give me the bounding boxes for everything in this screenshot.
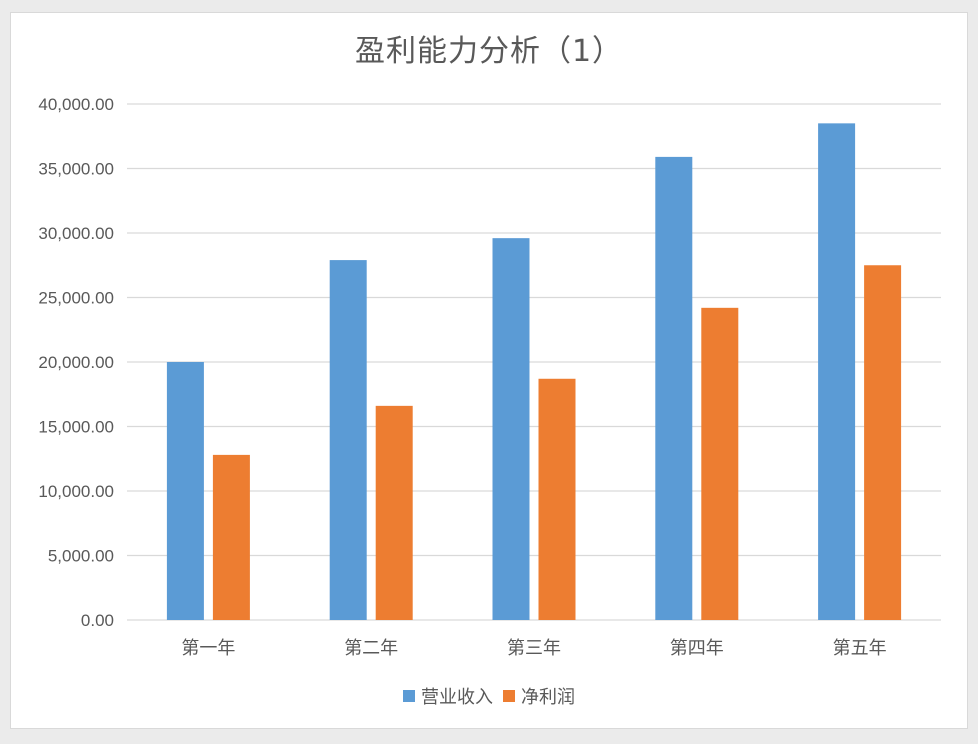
bar-revenue-3 xyxy=(492,238,530,620)
x-category-label: 第三年 xyxy=(507,638,561,659)
bar-net-profit-4 xyxy=(701,307,739,620)
bar-net-profit-1 xyxy=(212,454,250,620)
x-category-label: 第五年 xyxy=(833,638,887,659)
y-tick-label: 25,000.00 xyxy=(38,289,114,308)
legend-label-revenue: 营业收入 xyxy=(421,687,493,708)
y-tick-label: 20,000.00 xyxy=(38,353,114,372)
y-tick-label: 15,000.00 xyxy=(38,418,114,437)
legend-item-net-profit: 净利润 xyxy=(503,683,575,709)
bar-revenue-2 xyxy=(329,260,367,620)
y-tick-label: 35,000.00 xyxy=(38,160,114,179)
chart-title: 盈利能力分析（1） xyxy=(354,34,624,69)
legend-swatch-net-profit xyxy=(503,690,515,702)
bar-revenue-1 xyxy=(166,362,204,620)
y-tick-label: 30,000.00 xyxy=(38,224,114,243)
y-tick-label: 40,000.00 xyxy=(38,95,114,114)
y-tick-label: 5,000.00 xyxy=(48,547,114,566)
x-category-label: 第二年 xyxy=(344,638,398,659)
bar-net-profit-3 xyxy=(538,378,576,620)
x-category-label: 第四年 xyxy=(670,638,724,659)
legend-swatch-revenue xyxy=(403,690,415,702)
y-tick-label: 10,000.00 xyxy=(38,482,114,501)
bar-net-profit-5 xyxy=(864,265,902,620)
x-category-label: 第一年 xyxy=(181,638,235,659)
bar-net-profit-2 xyxy=(375,405,413,620)
chart-legend: 营业收入 净利润 xyxy=(0,683,978,709)
bar-revenue-4 xyxy=(655,156,693,620)
legend-label-net-profit: 净利润 xyxy=(521,687,575,708)
legend-item-revenue: 营业收入 xyxy=(403,683,493,709)
bar-revenue-5 xyxy=(818,123,856,620)
y-tick-label: 0.00 xyxy=(81,611,114,630)
